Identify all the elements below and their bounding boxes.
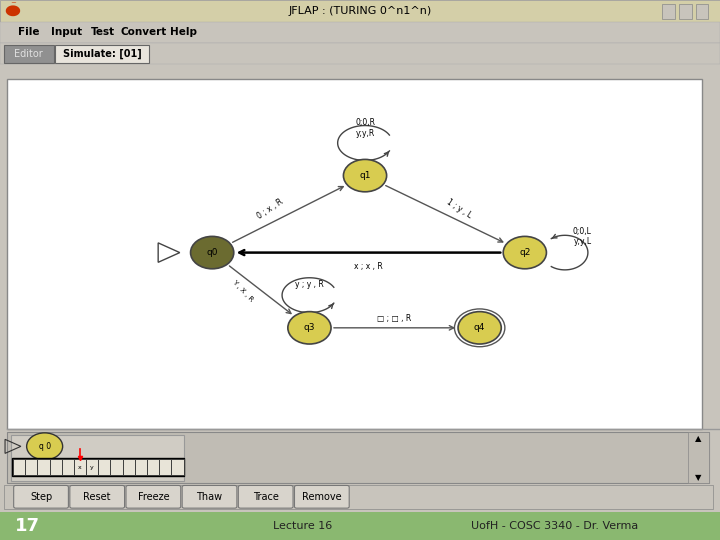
FancyBboxPatch shape [11, 435, 184, 481]
Circle shape [27, 433, 63, 460]
Text: Simulate: [01]: Simulate: [01] [63, 49, 142, 59]
Bar [37, 459, 50, 475]
FancyBboxPatch shape [0, 22, 720, 43]
Text: Editor: Editor [14, 49, 43, 59]
Text: Step: Step [30, 492, 52, 502]
Text: 0;0,R
y;y,R: 0;0,R y;y,R [355, 118, 375, 138]
Bar [159, 459, 171, 475]
FancyBboxPatch shape [70, 485, 125, 508]
Bar [50, 459, 62, 475]
Text: Convert: Convert [121, 28, 167, 37]
FancyBboxPatch shape [294, 485, 349, 508]
FancyBboxPatch shape [182, 485, 237, 508]
Text: 1 ; y , L: 1 ; y , L [445, 198, 474, 220]
Text: y: y [90, 464, 94, 470]
FancyBboxPatch shape [12, 458, 184, 476]
Text: q1: q1 [359, 171, 371, 180]
FancyBboxPatch shape [0, 512, 720, 540]
Bar [147, 459, 159, 475]
Bar [25, 459, 37, 475]
Text: x ; x , R: x ; x , R [354, 261, 383, 271]
Text: ▲: ▲ [695, 434, 702, 443]
FancyBboxPatch shape [688, 432, 709, 483]
Text: 0;0,L
y;y,L: 0;0,L y;y,L [573, 227, 592, 246]
Text: y ; y , R: y ; y , R [295, 280, 324, 289]
FancyBboxPatch shape [126, 485, 181, 508]
Bar [13, 459, 25, 475]
Text: q0: q0 [207, 248, 218, 257]
FancyBboxPatch shape [0, 0, 720, 22]
FancyBboxPatch shape [696, 4, 708, 19]
Bar [122, 459, 135, 475]
Text: Test: Test [91, 28, 115, 37]
Text: Y , X , R: Y , X , R [231, 278, 254, 302]
Text: ~: ~ [10, 0, 16, 6]
Text: File: File [18, 28, 40, 37]
FancyBboxPatch shape [14, 485, 68, 508]
FancyBboxPatch shape [7, 79, 702, 429]
Circle shape [343, 159, 387, 192]
FancyBboxPatch shape [0, 43, 720, 64]
FancyBboxPatch shape [238, 485, 293, 508]
Text: Thaw: Thaw [197, 492, 222, 502]
Text: Reset: Reset [84, 492, 111, 502]
Bar [171, 459, 184, 475]
Text: 17: 17 [15, 517, 40, 535]
Text: UofH - COSC 3340 - Dr. Verma: UofH - COSC 3340 - Dr. Verma [471, 521, 638, 531]
Text: Remove: Remove [302, 492, 342, 502]
Text: q3: q3 [304, 323, 315, 332]
Wedge shape [6, 5, 20, 16]
Text: q2: q2 [519, 248, 531, 257]
Bar [135, 459, 147, 475]
FancyBboxPatch shape [662, 4, 675, 19]
Text: Help: Help [170, 28, 197, 37]
FancyBboxPatch shape [679, 4, 692, 19]
Text: Freeze: Freeze [138, 492, 169, 502]
Text: JFLAP : (TURING 0^n1^n): JFLAP : (TURING 0^n1^n) [289, 6, 431, 16]
Bar [98, 459, 110, 475]
FancyBboxPatch shape [4, 485, 713, 509]
Text: Input: Input [50, 28, 82, 37]
Circle shape [503, 237, 546, 269]
Text: ▼: ▼ [695, 474, 702, 482]
Text: q4: q4 [474, 323, 485, 332]
Text: □ ; □ , R: □ ; □ , R [377, 314, 412, 322]
FancyBboxPatch shape [7, 432, 709, 483]
Bar [110, 459, 122, 475]
Text: 0 ; x , R: 0 ; x , R [256, 197, 285, 220]
Circle shape [191, 237, 234, 269]
Bar [86, 459, 98, 475]
Text: Lecture 16: Lecture 16 [273, 521, 332, 531]
Text: q 0: q 0 [39, 442, 50, 451]
Bar [62, 459, 74, 475]
Text: x: x [78, 464, 82, 470]
FancyBboxPatch shape [55, 45, 149, 63]
Circle shape [458, 312, 501, 344]
Text: Trace: Trace [253, 492, 279, 502]
FancyBboxPatch shape [4, 45, 54, 63]
Bar [74, 459, 86, 475]
Circle shape [288, 312, 331, 344]
